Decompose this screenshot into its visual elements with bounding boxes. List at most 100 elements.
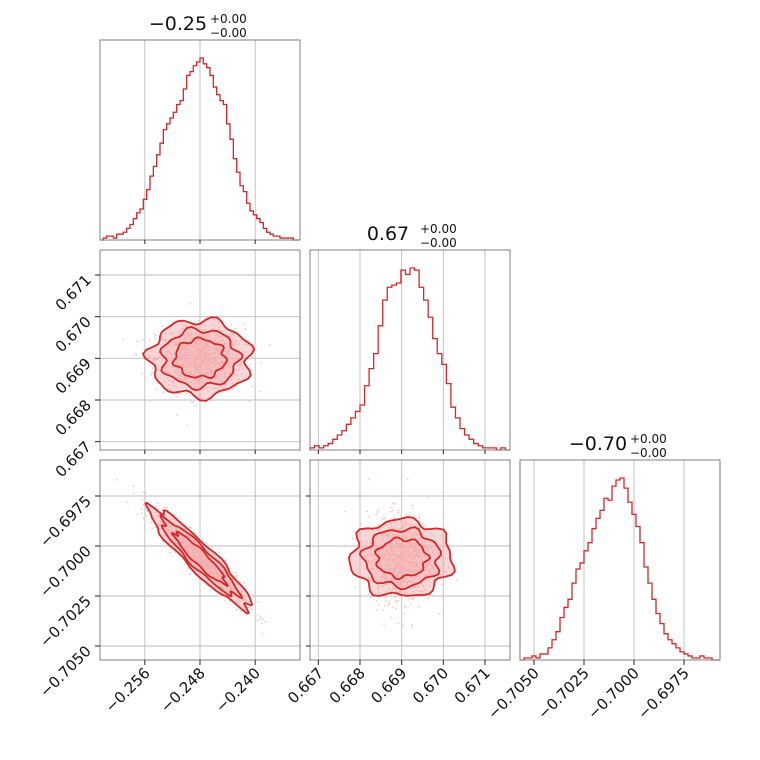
sample-point — [170, 357, 173, 359]
sample-point — [409, 553, 412, 556]
sample-point — [235, 576, 238, 579]
sample-point — [382, 518, 385, 521]
sample-point — [200, 351, 202, 354]
sample-point — [414, 547, 416, 550]
sample-point — [417, 550, 420, 553]
x-tick-label: 0.669 — [367, 664, 410, 707]
sample-point — [206, 565, 209, 568]
sample-point — [396, 545, 399, 548]
sample-point — [186, 549, 189, 552]
sample-point — [221, 361, 223, 363]
sample-point — [178, 354, 181, 357]
sample-point — [181, 348, 183, 351]
sample-point — [414, 564, 417, 567]
sample-point — [235, 352, 238, 355]
sample-point — [425, 565, 428, 568]
sample-point — [177, 332, 180, 335]
sample-point — [178, 360, 181, 363]
sample-point — [212, 353, 215, 356]
x-tick-label: 0.668 — [326, 664, 369, 707]
sample-point — [242, 599, 245, 602]
param-title-lower: −0.00 — [630, 446, 667, 460]
sample-point — [397, 528, 400, 531]
sample-point — [186, 542, 189, 545]
sample-point — [214, 554, 217, 557]
sample-point — [211, 564, 214, 567]
sample-point — [370, 542, 372, 545]
sample-point — [418, 551, 420, 554]
sample-point — [410, 576, 413, 579]
sample-point — [412, 565, 414, 568]
sample-point — [183, 545, 185, 548]
sample-point — [215, 350, 218, 353]
sample-point — [221, 373, 224, 376]
sample-point — [383, 575, 385, 578]
sample-point — [204, 337, 207, 339]
x-tick-label: 0.671 — [451, 664, 494, 707]
sample-point — [179, 349, 182, 352]
sample-point — [171, 554, 173, 557]
sample-point — [164, 339, 167, 342]
sample-point — [428, 585, 431, 588]
sample-point — [239, 338, 242, 341]
sample-point — [405, 536, 408, 539]
sample-point — [182, 363, 185, 365]
sample-point — [391, 509, 394, 512]
sample-point — [210, 379, 212, 382]
sample-point — [219, 339, 222, 342]
x-tick-label: 0.667 — [284, 664, 327, 707]
sample-point — [196, 366, 199, 369]
sample-point — [212, 355, 215, 358]
sample-point — [188, 551, 191, 554]
sample-point — [215, 381, 218, 384]
sample-point — [396, 542, 399, 545]
sample-point — [200, 365, 202, 368]
sample-point — [385, 524, 388, 526]
sample-point — [455, 579, 458, 581]
sample-point — [218, 336, 220, 338]
sample-point — [212, 574, 215, 577]
sample-point — [380, 549, 383, 552]
sample-point — [248, 400, 251, 402]
sample-point — [194, 385, 197, 388]
sample-point — [140, 512, 143, 515]
sample-point — [371, 564, 374, 567]
sample-point — [407, 599, 410, 601]
y-tick-label: 0.671 — [52, 271, 95, 314]
sample-point — [166, 377, 169, 380]
x-tick-label: 0.670 — [409, 664, 452, 707]
sample-point — [144, 507, 147, 509]
sample-point — [383, 583, 386, 586]
sample-point — [424, 574, 427, 577]
sample-point — [218, 551, 220, 554]
sample-point — [395, 599, 397, 602]
sample-point — [193, 365, 196, 368]
sample-point — [442, 570, 445, 573]
sample-point — [378, 564, 380, 567]
sample-point — [229, 582, 231, 584]
sample-point — [192, 351, 195, 354]
sample-point — [202, 357, 204, 360]
sample-point — [406, 542, 409, 545]
sample-point — [419, 552, 422, 554]
x-axis-0: −0.256 −0.248 −0.240 — [102, 660, 264, 716]
sample-point — [193, 382, 196, 384]
sample-point — [377, 570, 379, 573]
sample-point — [199, 384, 202, 387]
sample-point — [377, 524, 380, 527]
contour-level-2 — [144, 501, 253, 615]
sample-point — [404, 606, 407, 609]
sample-point — [222, 368, 225, 371]
sample-point — [187, 354, 190, 357]
hist-step-line — [520, 477, 720, 661]
sample-point — [204, 562, 207, 565]
sample-point — [186, 534, 189, 537]
sample-point — [153, 356, 155, 359]
sample-point — [415, 563, 418, 566]
sample-point — [410, 588, 413, 590]
sample-point — [166, 365, 169, 367]
sample-point — [421, 560, 424, 563]
sample-point — [182, 325, 185, 327]
sample-point — [203, 562, 205, 564]
sample-point — [186, 545, 189, 548]
